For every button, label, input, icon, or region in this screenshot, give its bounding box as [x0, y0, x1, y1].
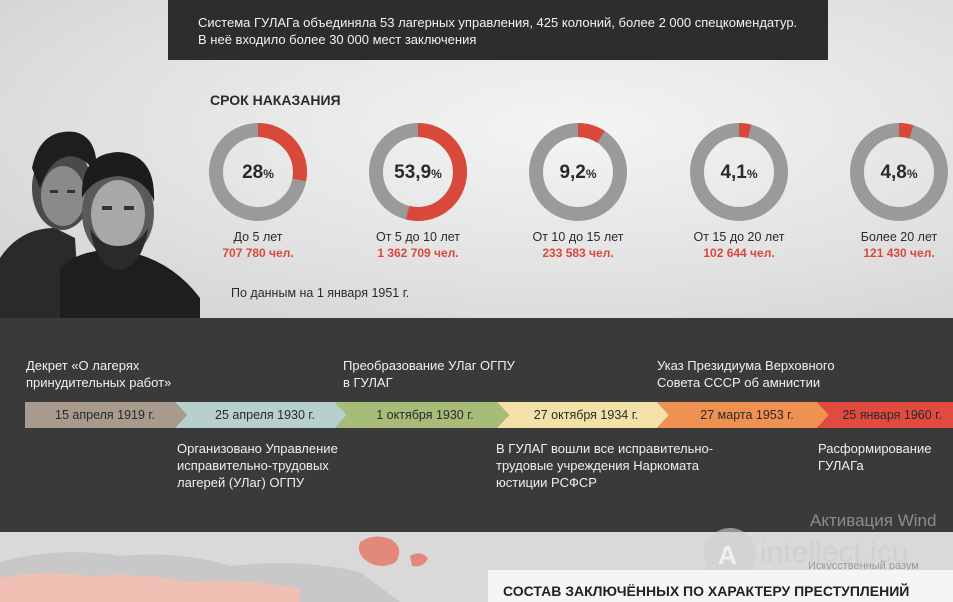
prisoners-illustration-icon: [0, 131, 200, 318]
event-line: исправительно-трудовых: [177, 458, 329, 473]
data-source-note: По данным на 1 января 1951 г.: [231, 286, 410, 300]
donut-chart: [529, 123, 627, 221]
timeline-segment: [175, 402, 347, 428]
term-count: 1 362 709 чел.: [377, 246, 459, 260]
event-line: Организовано Управление: [177, 441, 338, 456]
timeline-event-above: Преобразование УЛаг ОГПУ в ГУЛАГ: [343, 357, 515, 391]
timeline-date: 15 апреля 1919 г.: [55, 408, 155, 422]
term-label: Более 20 лет: [860, 230, 938, 244]
timeline-event-below: В ГУЛАГ вошли все исправительно- трудовы…: [496, 440, 713, 491]
term-label: От 15 до 20 лет: [693, 230, 785, 244]
timeline-segment: [657, 402, 829, 428]
event-line: трудовые учреждения Наркомата: [496, 458, 700, 473]
term-count: 233 583 чел.: [542, 246, 614, 260]
timeline-date: 27 марта 1953 г.: [700, 408, 794, 422]
event-line: юстиции РСФСР: [496, 475, 597, 490]
timeline-segment: [497, 402, 669, 428]
timeline-bar: 15 апреля 1919 г. 25 апреля 1930 г. 1 ок…: [25, 402, 953, 428]
map-icon: [0, 536, 428, 602]
term-label: От 10 до 15 лет: [532, 230, 624, 244]
windows-activation-watermark: Активация Wind: [810, 511, 937, 530]
event-line: ГУЛАГа: [818, 458, 864, 473]
donut-chart: [690, 123, 788, 221]
banner-line-1: Система ГУЛАГа объединяла 53 лагерных уп…: [198, 15, 798, 30]
term-count: 102 644 чел.: [703, 246, 775, 260]
term-label: От 5 до 10 лет: [376, 230, 460, 244]
term-percent: 4,8%: [880, 162, 918, 183]
timeline-segment: [335, 402, 509, 428]
term-item: 28% До 5 лет 707 780 чел.: [188, 122, 328, 260]
event-line: лагерей (УЛаг) ОГПУ: [177, 475, 305, 490]
timeline-event-below: Расформирование ГУЛАГа: [818, 440, 931, 474]
info-banner: Система ГУЛАГа объединяла 53 лагерных уп…: [168, 0, 828, 60]
donut-chart: [850, 123, 948, 221]
timeline-event-above: Указ Президиума Верховного Совета СССР о…: [657, 357, 835, 391]
timeline-date: 1 октября 1930 г.: [376, 408, 474, 422]
term-percent: 53,9%: [394, 162, 442, 183]
term-item: 53,9% От 5 до 10 лет 1 362 709 чел.: [348, 122, 488, 260]
timeline-date: 25 января 1960 г.: [842, 408, 942, 422]
term-percent: 28%: [242, 162, 274, 183]
event-line: Декрет «О лагерях: [26, 358, 140, 373]
timeline-date: 27 октября 1934 г.: [533, 408, 639, 422]
timeline-date: 25 апреля 1930 г.: [215, 408, 315, 422]
timeline-arrows: [25, 402, 953, 428]
event-line: принудительных работ»: [26, 375, 172, 390]
term-percent: 4,1%: [720, 162, 758, 183]
term-item: 4,8% Более 20 лет 121 430 чел.: [829, 122, 953, 260]
donut-chart: [369, 123, 467, 221]
term-item: 4,1% От 15 до 20 лет 102 644 чел.: [669, 122, 809, 260]
svg-text:A: A: [718, 540, 737, 570]
watermark-subtitle: Искусственный разум: [808, 560, 919, 572]
timeline-event-below: Организовано Управление исправительно-тр…: [177, 440, 338, 491]
event-line: Расформирование: [818, 441, 932, 456]
bottom-section-title: СОСТАВ ЗАКЛЮЧЁННЫХ ПО ХАРАКТЕРУ ПРЕСТУПЛ…: [488, 570, 953, 602]
term-count: 121 430 чел.: [863, 246, 935, 260]
event-line: в ГУЛАГ: [343, 375, 393, 390]
term-label: До 5 лет: [233, 230, 283, 244]
term-percent: 9,2%: [559, 162, 597, 183]
timeline-event-above: Декрет «О лагерях принудительных работ»: [26, 357, 171, 391]
term-count: 707 780 чел.: [222, 246, 294, 260]
term-section-title: СРОК НАКАЗАНИЯ: [210, 92, 341, 108]
event-line: Преобразование УЛаг ОГПУ: [343, 358, 515, 373]
event-line: Указ Президиума Верховного: [657, 358, 835, 373]
event-line: В ГУЛАГ вошли все исправительно-: [496, 441, 714, 456]
timeline-segment: [817, 402, 953, 428]
watermark-logo-icon: A intellect.icu: [704, 528, 908, 580]
event-line: Совета СССР об амнистии: [657, 375, 821, 390]
timeline-segment: [25, 402, 187, 428]
donut-chart: [209, 123, 307, 221]
watermark-site: intellect.icu: [760, 536, 908, 569]
term-item: 9,2% От 10 до 15 лет 233 583 чел.: [508, 122, 648, 260]
banner-line-2: В неё входило более 30 000 мест заключен…: [198, 32, 477, 47]
